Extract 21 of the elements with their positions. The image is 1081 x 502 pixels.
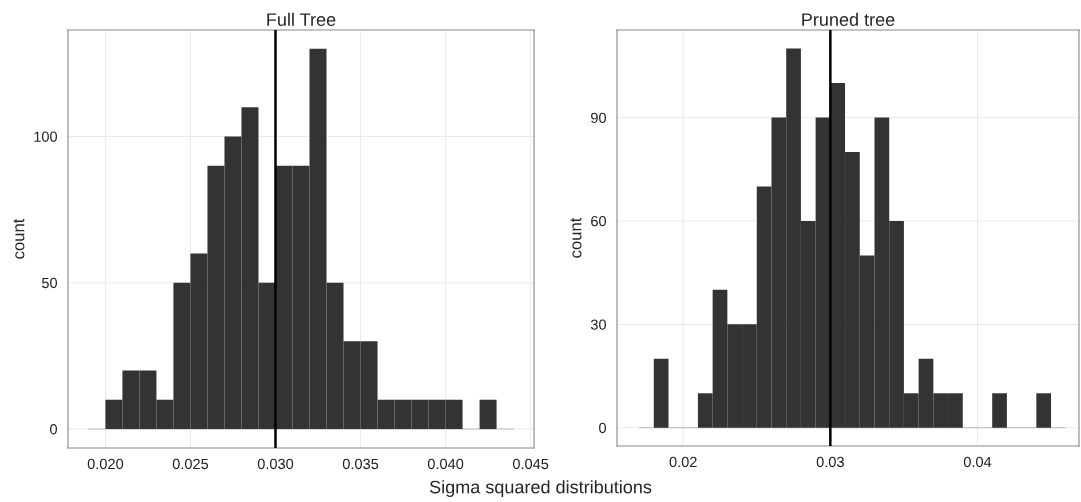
x-tick-label: 0.025 <box>172 458 209 470</box>
x-tick-label: 0.045 <box>512 458 549 470</box>
x-tick-label: 0.04 <box>963 456 992 468</box>
chart-title: Pruned tree <box>802 12 895 27</box>
y-tick-label: 30 <box>590 319 607 330</box>
y-tick-label: 60 <box>591 216 607 227</box>
x-tick-label: 0.040 <box>427 458 464 470</box>
y-tick-label: 0 <box>50 424 58 435</box>
x-tick-label: 0.030 <box>257 458 294 470</box>
y-axis-title: count <box>570 217 582 258</box>
y-tick-label: 100 <box>34 131 58 142</box>
x-tick-label: 0.020 <box>87 458 124 470</box>
x-tick-label: 0.02 <box>669 456 697 468</box>
y-tick-label: 90 <box>591 112 607 123</box>
y-axis-title: count <box>13 218 25 259</box>
y-tick-label: 0 <box>599 422 607 434</box>
x-axis-title: Sigma squared distributions <box>429 480 652 497</box>
y-tick-label: 50 <box>41 277 58 289</box>
x-tick-label: 0.035 <box>342 458 379 470</box>
chart-title: Full Tree <box>267 12 336 27</box>
x-tick-label: 0.03 <box>816 456 844 468</box>
